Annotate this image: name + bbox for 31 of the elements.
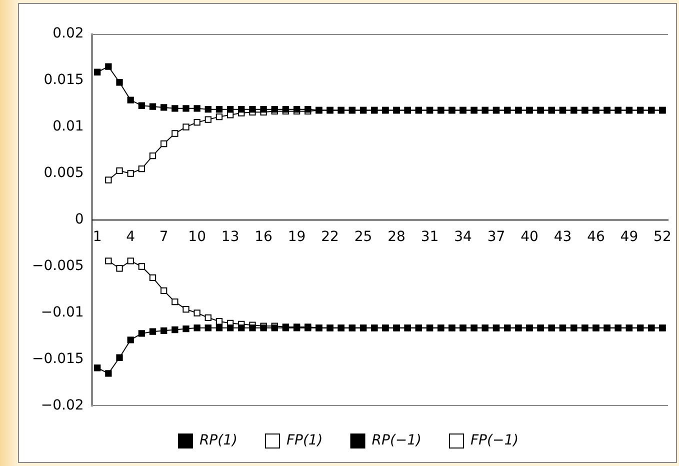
y-tick-label: −0.01 [40, 304, 84, 321]
x-tick-label: 16 [254, 229, 273, 246]
x-tick-label: 31 [420, 229, 439, 246]
legend-label: RP(−1) [372, 432, 422, 449]
legend-label: RP(1) [199, 432, 238, 449]
x-tick-label: 22 [321, 229, 339, 246]
y-tick-label: −0.02 [40, 398, 84, 414]
y-tick-label: 0.01 [52, 118, 84, 135]
x-tick-label: 37 [487, 229, 506, 246]
x-tick-label: 10 [188, 229, 206, 246]
x-tick-label: 13 [221, 229, 240, 246]
x-tick-label: 52 [654, 229, 672, 246]
x-tick-label: 43 [554, 229, 572, 246]
x-tick-label: 25 [354, 229, 372, 246]
x-tick-label: 1 [92, 229, 102, 246]
y-tick-label: 0.005 [44, 165, 84, 182]
x-tick-label: 46 [587, 229, 605, 246]
legend-label: FP(−1) [470, 432, 519, 449]
legend-label: FP(1) [286, 432, 323, 449]
x-tick-label: 49 [620, 229, 638, 246]
x-tick-label: 34 [454, 229, 472, 246]
x-tick-label: 28 [388, 229, 406, 246]
x-tick-label: 19 [288, 229, 306, 246]
y-tick-label: −0.005 [32, 258, 84, 274]
y-tick-label: 0 [74, 212, 84, 228]
x-tick-label: 4 [126, 229, 136, 246]
y-tick-label: 0.015 [44, 72, 84, 88]
x-tick-label: 7 [159, 229, 168, 246]
y-tick-label: 0.02 [52, 26, 84, 42]
y-tick-label: −0.015 [32, 351, 84, 368]
x-tick-label: 40 [520, 229, 538, 246]
